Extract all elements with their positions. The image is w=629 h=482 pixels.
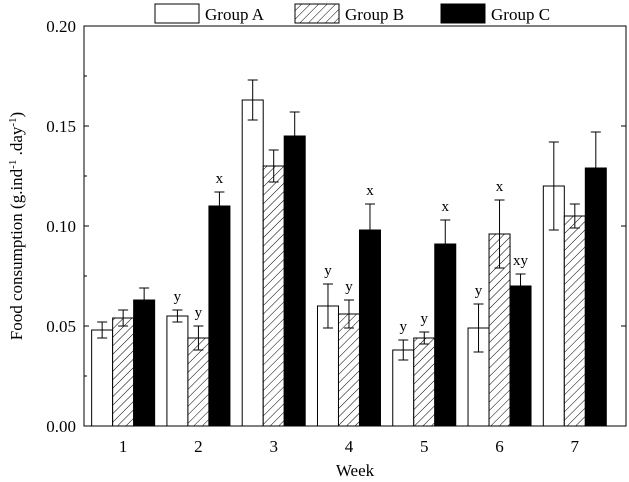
significance-label: x <box>366 183 374 199</box>
x-tick-label: 3 <box>269 437 278 456</box>
bar-group-a <box>241 99 264 427</box>
bar-group-a <box>91 329 114 427</box>
bar-group-a <box>392 349 415 427</box>
bar-group-b <box>262 165 285 427</box>
legend: Group A Group B Group C <box>154 3 550 24</box>
y-axis-title-part3: ) <box>7 112 26 118</box>
bar-group-c <box>133 299 156 427</box>
significance-label: y <box>400 319 408 335</box>
y-axis-title-sup2: -1 <box>7 117 19 126</box>
x-tick-label: 1 <box>119 437 128 456</box>
significance-label: y <box>421 311 429 327</box>
legend-label-group-a: Group A <box>205 5 265 24</box>
bar-group-b <box>413 337 436 427</box>
y-axis: 0.00 0.05 0.10 0.15 0.20 <box>46 17 626 436</box>
y-axis-title-sup1: -1 <box>7 160 19 169</box>
bar-group-b <box>187 337 210 427</box>
x-tick-label: 5 <box>420 437 429 456</box>
bar-group-b <box>563 215 586 427</box>
significance-label: y <box>345 279 353 295</box>
bar-group-b <box>337 313 360 427</box>
significance-label: y <box>195 305 203 321</box>
y-axis-title: Food consumption (g.ind-1 .day-1) <box>7 112 26 340</box>
legend-label-group-b: Group B <box>345 5 404 24</box>
x-tick-label: 4 <box>345 437 354 456</box>
significance-label: x <box>216 171 224 187</box>
bar-group-c <box>208 205 231 427</box>
significance-label: y <box>174 289 182 305</box>
significance-label: x <box>442 199 450 215</box>
bar-group-b <box>112 317 135 427</box>
significance-label: y <box>475 283 483 299</box>
significance-label: y <box>324 263 332 279</box>
x-axis-title: Week <box>336 461 375 480</box>
y-tick-label: 0.05 <box>46 317 76 336</box>
significance-label: xy <box>513 253 529 269</box>
significance-label: x <box>496 179 504 195</box>
y-tick-label: 0.20 <box>46 17 76 36</box>
legend-swatch-group-b <box>294 3 340 24</box>
bar-group-a <box>166 315 189 427</box>
bar-group-c <box>434 243 457 427</box>
bar-group-c <box>358 229 381 427</box>
legend-swatch-group-c <box>440 3 486 24</box>
bar-group-c <box>509 285 532 427</box>
bar-group-c <box>584 167 607 427</box>
x-tick-label: 6 <box>495 437 504 456</box>
y-tick-label: 0.15 <box>46 117 76 136</box>
y-axis-title-part1: Food consumption (g.ind <box>7 168 26 340</box>
y-tick-label: 0.10 <box>46 217 76 236</box>
y-axis-title-part2: .day <box>7 126 26 160</box>
bar-group-c <box>283 135 306 427</box>
legend-label-group-c: Group C <box>491 5 550 24</box>
legend-swatch-group-a <box>154 3 200 24</box>
x-tick-label: 7 <box>571 437 580 456</box>
y-tick-label: 0.00 <box>46 417 76 436</box>
x-tick-label: 2 <box>194 437 203 456</box>
